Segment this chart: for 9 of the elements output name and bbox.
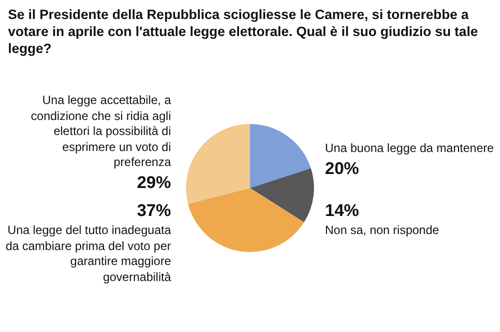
data-label: 14%	[325, 200, 360, 222]
slice-label: Non sa, non risponde	[325, 223, 440, 237]
slice-label: Una legge del tutto inadeguata da cambiare prima del voto per garantire maggiore governabilità	[6, 223, 171, 284]
data-label: 37%	[136, 200, 171, 222]
data-label: 20%	[325, 158, 360, 180]
chart-title: Se il Presidente della Repubblica sciogliesse le Camere, si tornerebbe a votare in aprile con l'attuale legge elettorale. Qual è il suo giudizio su tale legge?	[8, 6, 478, 57]
slice-label: Una legge accettabile, a condizione che si ridia agli elettori la possibilità di esprimere un voto di preferenza	[30, 93, 171, 169]
slice-label: Una buona legge da mantenere	[325, 141, 494, 155]
data-label: 29%	[136, 172, 171, 194]
